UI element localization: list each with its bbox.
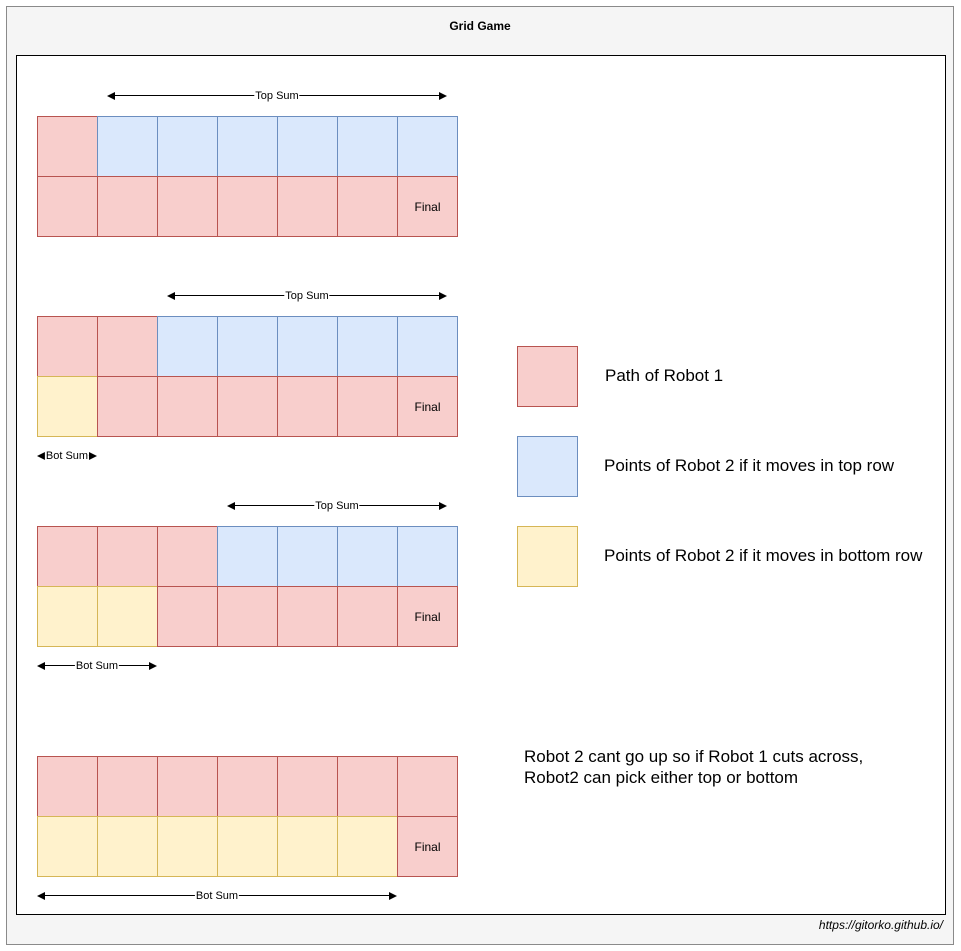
grid-cell-top: [97, 316, 158, 377]
arrow-head-right: [89, 452, 97, 460]
arrow-head-left: [37, 662, 45, 670]
note-line-1: Robot 2 cant go up so if Robot 1 cuts ac…: [524, 747, 864, 766]
grid-cell-top: [397, 316, 458, 377]
final-label: Final: [414, 609, 441, 624]
grid-cell-top: [217, 526, 278, 587]
bot-sum-arrow: Bot Sum: [37, 890, 397, 902]
grid-cell-top: [37, 756, 98, 817]
grid-cell-bottom: [37, 586, 98, 647]
top-sum-arrow: Top Sum: [227, 500, 447, 512]
arrow-head-right: [149, 662, 157, 670]
grid-cell-top: [157, 756, 218, 817]
grid-cell-bottom: [97, 586, 158, 647]
grid-cell-top: [397, 526, 458, 587]
bot-sum-arrow: Bot Sum: [37, 450, 97, 462]
arrow-label: Bot Sum: [44, 450, 90, 462]
arrow-head-left: [167, 292, 175, 300]
explanation-note: Robot 2 cant go up so if Robot 1 cuts ac…: [524, 746, 863, 788]
grid-cell-top: [157, 316, 218, 377]
arrow-label: Bot Sum: [194, 890, 240, 902]
grid-cell-top: [97, 116, 158, 177]
grid-cell-bottom: Final: [397, 176, 458, 237]
grid-cell-top: [217, 316, 278, 377]
grid-cell-top: [337, 756, 398, 817]
grid-cell-bottom: [277, 586, 338, 647]
diagram-frame: Grid Game Final Top Sum Final Top Sum Bot Su…: [6, 6, 954, 945]
grid-cell-top: [97, 756, 158, 817]
grid-cell-bottom: [217, 176, 278, 237]
grid-cell-bottom: [97, 376, 158, 437]
grid-cell-top: [37, 526, 98, 587]
final-label: Final: [414, 399, 441, 414]
legend-label: Points of Robot 2 if it moves in bottom …: [604, 546, 923, 565]
grid-cell-bottom: [157, 176, 218, 237]
grid-cell-top: [37, 116, 98, 177]
top-sum-arrow: Top Sum: [167, 290, 447, 302]
bot-sum-arrow: Bot Sum: [37, 660, 157, 672]
note-line-2: Robot2 can pick either top or bottom: [524, 768, 799, 787]
grid-cell-bottom: Final: [397, 376, 458, 437]
final-label: Final: [414, 839, 441, 854]
grid-cell-bottom: [97, 816, 158, 877]
grid-cell-top: [277, 316, 338, 377]
grid-cell-bottom: [337, 586, 398, 647]
arrow-label: Top Sum: [254, 90, 300, 102]
arrow-head-left: [37, 892, 45, 900]
grid-cell-top: [277, 526, 338, 587]
diagram-title: Grid Game: [449, 19, 511, 33]
grid-cell-top: [277, 756, 338, 817]
legend-swatch-red: [517, 346, 578, 407]
grid-cell-top: [217, 756, 278, 817]
grid-cell-top: [37, 316, 98, 377]
grid-cell-bottom: Final: [397, 586, 458, 647]
grid-cell-bottom: [217, 376, 278, 437]
grid-cell-bottom: [217, 816, 278, 877]
arrow-label: Top Sum: [314, 500, 360, 512]
grid-cell-bottom: [337, 176, 398, 237]
final-label: Final: [414, 199, 441, 214]
grid-cell-bottom: [37, 816, 98, 877]
grid-cell-top: [97, 526, 158, 587]
grid-cell-bottom: [217, 586, 278, 647]
arrow-head-left: [37, 452, 45, 460]
grid-cell-top: [397, 756, 458, 817]
grid-cell-bottom: [157, 376, 218, 437]
arrow-head-left: [227, 502, 235, 510]
grid-cell-top: [157, 526, 218, 587]
grid-cell-bottom: [337, 816, 398, 877]
footer-url: https://gitorko.github.io/: [818, 918, 943, 932]
grid-cell-top: [337, 316, 398, 377]
grid-cell-bottom: [37, 376, 98, 437]
grid-cell-bottom: [277, 816, 338, 877]
diagram-canvas: Final Top Sum Final Top Sum Bot Sum Final Top …: [16, 55, 946, 915]
grid-cell-bottom: [277, 376, 338, 437]
grid-cell-bottom: [97, 176, 158, 237]
grid-cell-top: [157, 116, 218, 177]
arrow-head-right: [439, 292, 447, 300]
grid-cell-bottom: [157, 816, 218, 877]
legend-label: Points of Robot 2 if it moves in top row: [604, 456, 895, 475]
grid-cell-bottom: [37, 176, 98, 237]
grid-cell-bottom: [337, 376, 398, 437]
legend-label: Path of Robot 1: [605, 366, 724, 385]
grid-cell-top: [217, 116, 278, 177]
grid-cell-bottom: [277, 176, 338, 237]
legend-swatch-blue: [517, 436, 578, 497]
arrow-head-right: [439, 92, 447, 100]
grid-cell-bottom: [157, 586, 218, 647]
arrow-label: Top Sum: [284, 290, 330, 302]
legend-swatch-yellow: [517, 526, 578, 587]
grid-cell-top: [337, 116, 398, 177]
grid-cell-top: [337, 526, 398, 587]
arrow-head-left: [107, 92, 115, 100]
arrow-label: Bot Sum: [74, 660, 120, 672]
top-sum-arrow: Top Sum: [107, 90, 447, 102]
grid-cell-bottom: Final: [397, 816, 458, 877]
grid-cell-top: [277, 116, 338, 177]
arrow-head-right: [439, 502, 447, 510]
grid-cell-top: [397, 116, 458, 177]
arrow-head-right: [389, 892, 397, 900]
